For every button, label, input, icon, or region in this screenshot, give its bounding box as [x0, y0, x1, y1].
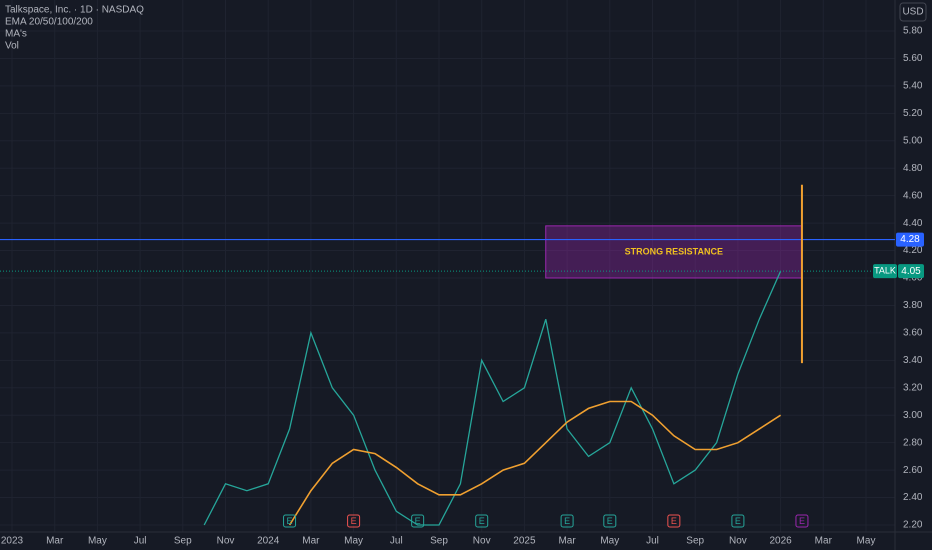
- x-tick-label: Jul: [390, 536, 403, 547]
- y-tick-label: 5.00: [903, 135, 923, 146]
- event-label: E: [607, 516, 613, 526]
- indicator: MA's: [5, 29, 27, 40]
- event-marker: [560, 514, 574, 528]
- x-tick-label: May: [857, 536, 876, 547]
- y-tick-label: 3.20: [903, 382, 923, 393]
- event-label: E: [799, 516, 805, 526]
- currency[interactable]: USD: [902, 7, 923, 18]
- y-tick-label: 2.20: [903, 520, 923, 531]
- x-tick-label: 2025: [513, 536, 536, 547]
- event-marker: [347, 514, 361, 528]
- y-tick-label: 5.40: [903, 81, 923, 92]
- event-label: E: [671, 516, 677, 526]
- y-tick-label: 4.00: [903, 273, 923, 284]
- event-label: E: [287, 516, 293, 526]
- y-tick-label: 4.60: [903, 190, 923, 201]
- currency-button[interactable]: [899, 2, 927, 22]
- x-tick-label: May: [600, 536, 619, 547]
- y-tick-label: 3.40: [903, 355, 923, 366]
- price-line: [203, 270, 782, 526]
- indicator: Vol: [5, 41, 19, 52]
- price-tag: [898, 264, 924, 279]
- y-tick-label: 2.60: [903, 465, 923, 476]
- chart-title: Talkspace, Inc. · 1D · NASDAQ: [5, 5, 144, 16]
- x-tick-label: Jul: [646, 536, 659, 547]
- y-tick-label: 5.80: [903, 26, 923, 37]
- event-label: E: [479, 516, 485, 526]
- event-label: E: [735, 516, 741, 526]
- level-label: 4.28: [900, 234, 920, 245]
- y-tick-label: 5.20: [903, 108, 923, 119]
- indicator: EMA 20/50/100/200: [5, 17, 93, 28]
- x-tick-label: Mar: [302, 536, 320, 547]
- x-tick-label: Sep: [174, 536, 192, 547]
- x-tick-label: 2024: [257, 536, 280, 547]
- event-label: E: [564, 516, 570, 526]
- price-label: 4.05: [901, 266, 921, 277]
- x-tick-label: 2023: [1, 536, 24, 547]
- event-marker: [411, 514, 425, 528]
- x-tick-label: Sep: [686, 536, 704, 547]
- event-marker: [795, 514, 809, 528]
- price-line: [288, 400, 782, 526]
- x-tick-label: May: [88, 536, 107, 547]
- event-marker: [667, 514, 681, 528]
- event-marker: [731, 514, 745, 528]
- resistance-label: STRONG RESISTANCE: [625, 246, 723, 256]
- x-tick-label: Mar: [815, 536, 833, 547]
- x-tick-label: Jul: [134, 536, 147, 547]
- resistance-zone: [545, 225, 803, 279]
- event-label: E: [415, 516, 421, 526]
- event-marker: [603, 514, 617, 528]
- y-tick-label: 4.40: [903, 218, 923, 229]
- x-tick-label: May: [344, 536, 363, 547]
- symbol-label: TALK: [874, 266, 896, 276]
- y-tick-label: 5.60: [903, 53, 923, 64]
- x-tick-label: Sep: [430, 536, 448, 547]
- x-tick-label: Mar: [558, 536, 576, 547]
- y-tick-label: 2.80: [903, 437, 923, 448]
- symbol-tag: [873, 264, 897, 279]
- y-tick-label: 3.00: [903, 410, 923, 421]
- y-tick-label: 2.40: [903, 492, 923, 503]
- y-tick-label: 4.80: [903, 163, 923, 174]
- y-tick-label: 4.20: [903, 245, 923, 256]
- y-tick-label: 3.80: [903, 300, 923, 311]
- event-marker: [283, 514, 297, 528]
- x-tick-label: 2026: [769, 536, 792, 547]
- x-tick-label: Nov: [473, 536, 491, 547]
- y-tick-label: 3.60: [903, 328, 923, 339]
- x-tick-label: Nov: [729, 536, 747, 547]
- event-label: E: [351, 516, 357, 526]
- x-tick-label: Mar: [46, 536, 64, 547]
- x-tick-label: Nov: [217, 536, 235, 547]
- event-marker: [475, 514, 489, 528]
- level-tag: [896, 232, 924, 247]
